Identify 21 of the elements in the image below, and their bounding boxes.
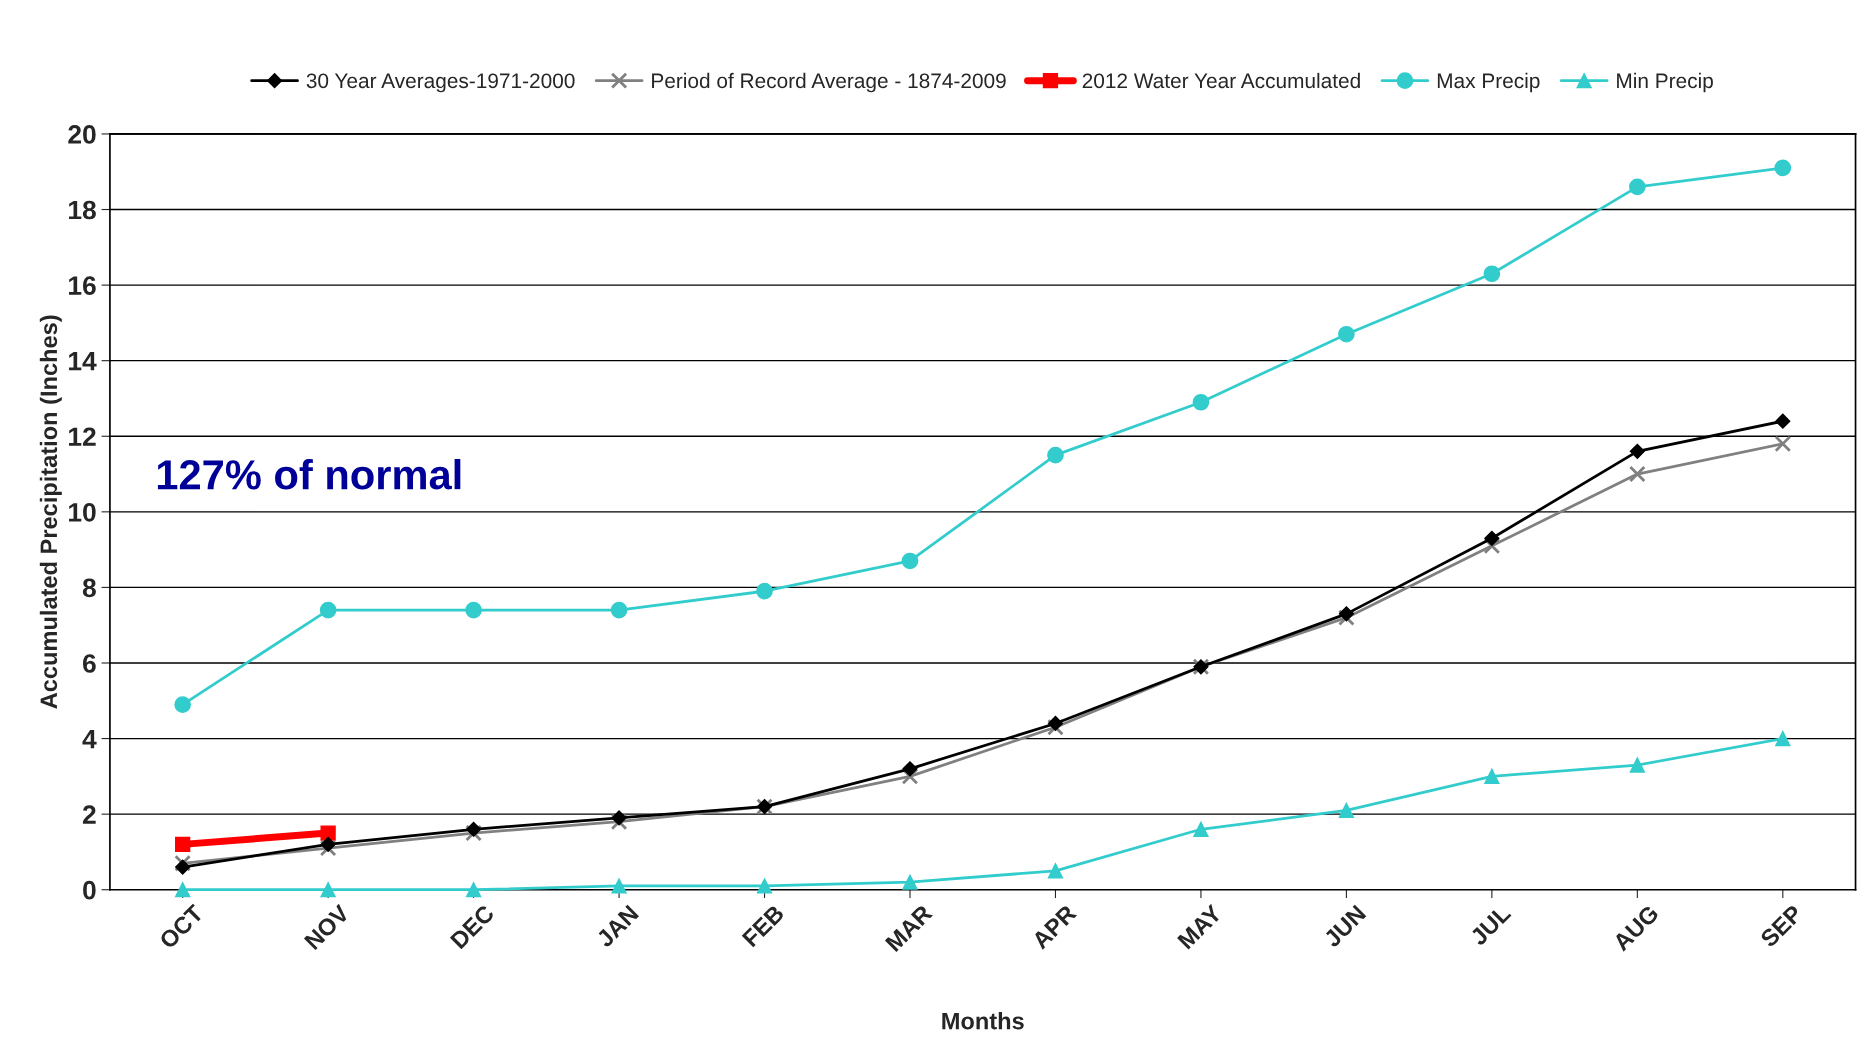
legend-label: Max Precip <box>1437 72 1540 93</box>
legend-label: 30 Year Averages-1971-2000 <box>306 73 575 93</box>
y-tick-label: 16 <box>69 276 96 295</box>
y-tick-label: 4 <box>82 729 97 749</box>
annotation: 127% of normal <box>157 458 461 490</box>
y-tick-label: 2 <box>82 805 96 824</box>
y-axis-title: Accumulated Precipitation (Inches) <box>39 315 62 709</box>
y-tick-label: 20 <box>68 125 96 144</box>
legend-label: Min Precip <box>1617 72 1713 93</box>
y-tick-label: 18 <box>69 200 96 220</box>
y-tick-label: 12 <box>69 427 96 446</box>
x-tick-label: JUL <box>1469 904 1512 947</box>
x-tick-label: SEP <box>1759 903 1804 949</box>
legend-label: Period of Record Average - 1874-2009 <box>652 72 1006 93</box>
x-axis-title: Months <box>942 1012 1024 1030</box>
y-tick-label: 10 <box>69 502 96 522</box>
y-tick-label: 0 <box>83 880 96 900</box>
legend-label: 2012 Water Year Accumulated <box>1082 72 1360 89</box>
y-tick-label: 6 <box>83 654 96 673</box>
y-tick-label: 8 <box>82 578 96 598</box>
y-tick-label: 14 <box>69 352 97 371</box>
